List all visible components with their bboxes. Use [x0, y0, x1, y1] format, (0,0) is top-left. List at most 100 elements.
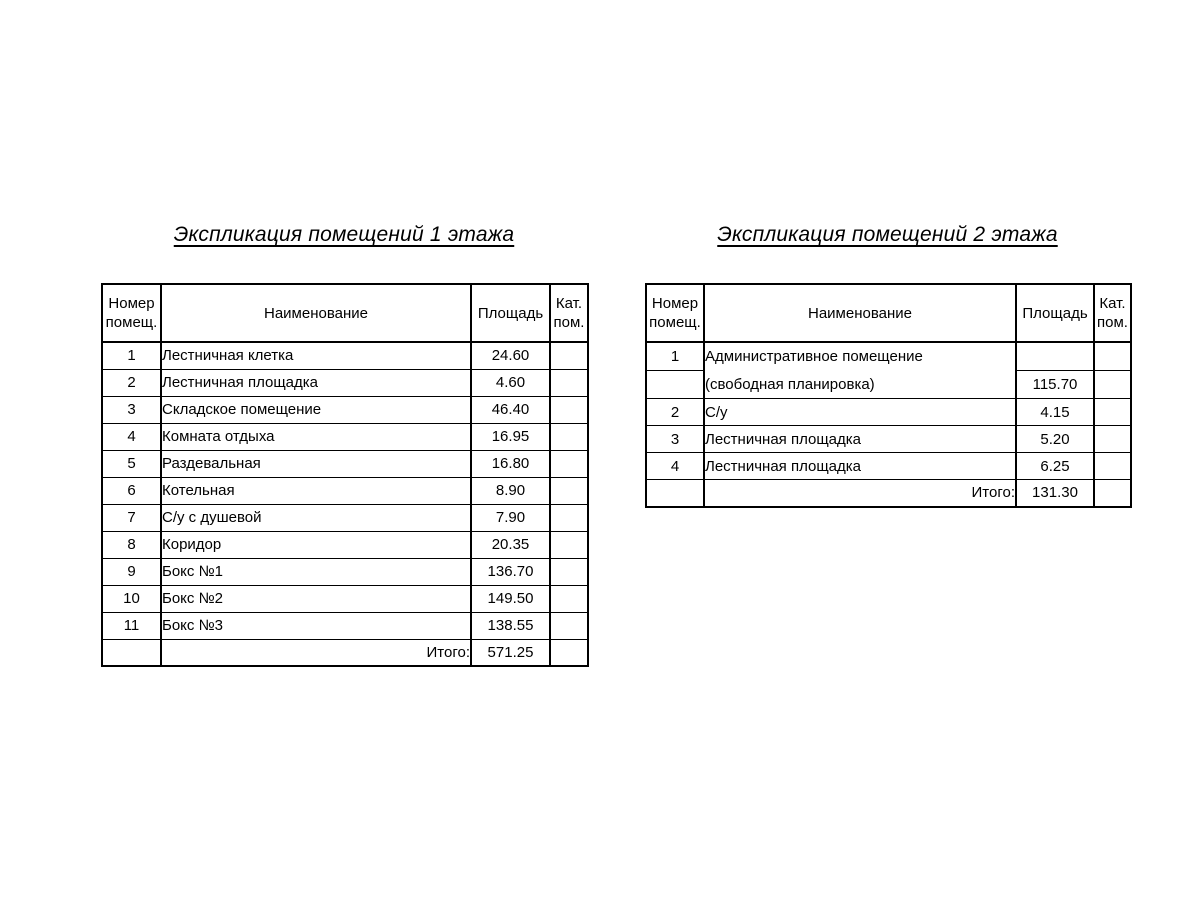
header-room-number: Номер помещ. — [101, 283, 162, 343]
table-row: 3 Складское помещение 46.40 — [101, 395, 589, 424]
header-row: Номер помещ. Наименование Площадь Кат. п… — [101, 283, 589, 343]
header-area: Площадь — [470, 283, 551, 343]
room-number-cell — [645, 369, 705, 400]
room-number-cell: 6 — [101, 476, 162, 505]
room-area-cell: 46.40 — [470, 395, 551, 424]
room-area-cell: 149.50 — [470, 584, 551, 613]
table-body: 1 Лестничная клетка 24.60 2 Лестничная п… — [101, 341, 589, 667]
room-category-cell — [1093, 452, 1132, 480]
room-area-cell: 20.35 — [470, 530, 551, 559]
room-category-cell — [1093, 341, 1132, 371]
table-row: 2 С/у 4.15 — [645, 398, 1132, 426]
room-area-cell — [1015, 341, 1095, 371]
room-area-cell: 24.60 — [470, 341, 551, 370]
header-room-name-label: Наименование — [264, 304, 368, 322]
total-value-cell: 131.30 — [1015, 479, 1095, 508]
room-area-cell: 16.80 — [470, 449, 551, 478]
table-row: 7 С/у с душевой 7.90 — [101, 503, 589, 532]
room-name-cell: Бокс №1 — [160, 557, 472, 586]
room-name-cell: Комната отдыха — [160, 422, 472, 451]
table-row: 6 Котельная 8.90 — [101, 476, 589, 505]
table-row: 8 Коридор 20.35 — [101, 530, 589, 559]
header-room-name-label: Наименование — [808, 304, 912, 322]
header-category: Кат. пом. — [549, 283, 589, 343]
room-number-cell: 7 — [101, 503, 162, 532]
room-number-cell: 11 — [101, 611, 162, 640]
room-number-cell: 3 — [645, 425, 705, 453]
table-row: 5 Раздевальная 16.80 — [101, 449, 589, 478]
header-room-name: Наименование — [703, 283, 1017, 343]
room-number-cell: 10 — [101, 584, 162, 613]
table-body: 1 Административное помещение (свободная … — [645, 341, 1132, 508]
room-category-cell — [549, 368, 589, 397]
table-row: 115.70 — [645, 369, 1132, 400]
room-number-cell: 2 — [645, 398, 705, 426]
header-area-label: Площадь — [1022, 304, 1088, 322]
room-number-cell: 1 — [645, 341, 705, 371]
total-empty-cell — [101, 638, 162, 667]
room-category-cell — [549, 341, 589, 370]
table-row: 3 Лестничная площадка 5.20 — [645, 425, 1132, 453]
room-number-cell: 3 — [101, 395, 162, 424]
total-label-cell: Итого: — [160, 638, 472, 667]
header-category-label: Кат. пом. — [553, 295, 585, 331]
room-category-cell — [549, 584, 589, 613]
table-row: 4 Лестничная площадка 6.25 — [645, 452, 1132, 480]
total-row: Итого: 131.30 — [645, 479, 1132, 508]
room-number-cell: 4 — [645, 452, 705, 480]
header-row: Номер помещ. Наименование Площадь Кат. п… — [645, 283, 1132, 343]
header-category: Кат. пом. — [1093, 283, 1132, 343]
room-name-cell: Складское помещение — [160, 395, 472, 424]
header-room-number-label: Номер помещ. — [105, 295, 158, 331]
room-area-cell: 4.60 — [470, 368, 551, 397]
room-name-cell: Котельная — [160, 476, 472, 505]
room-name-line-2: (свободная планировка) — [705, 375, 875, 393]
room-name-line-1: Административное помещение — [705, 348, 923, 365]
room-category-cell — [1093, 369, 1132, 400]
total-category-cell — [1093, 479, 1132, 508]
table-header: Номер помещ. Наименование Площадь Кат. п… — [101, 283, 589, 343]
room-area-cell: 136.70 — [470, 557, 551, 586]
room-category-cell — [549, 476, 589, 505]
room-name-cell: С/у с душевой — [160, 503, 472, 532]
room-category-cell — [549, 395, 589, 424]
room-area-cell: 4.15 — [1015, 398, 1095, 426]
room-category-cell — [1093, 398, 1132, 426]
table-row: 1 Лестничная клетка 24.60 — [101, 341, 589, 370]
room-name-cell: Бокс №2 — [160, 584, 472, 613]
room-category-cell — [549, 503, 589, 532]
room-area-cell: 7.90 — [470, 503, 551, 532]
room-name-cell: Лестничная площадка — [703, 425, 1017, 453]
header-area-label: Площадь — [477, 304, 544, 322]
room-name-cell: Раздевальная — [160, 449, 472, 478]
table-row: 4 Комната отдыха 16.95 — [101, 422, 589, 451]
room-name-cell-merged: Административное помещение (свободная пл… — [703, 341, 1017, 399]
room-number-cell: 8 — [101, 530, 162, 559]
room-area-cell: 6.25 — [1015, 452, 1095, 480]
room-area-cell: 5.20 — [1015, 425, 1095, 453]
room-number-cell: 1 — [101, 341, 162, 370]
table-row: 9 Бокс №1 136.70 — [101, 557, 589, 586]
room-name-cell: С/у — [703, 398, 1017, 426]
total-empty-cell — [645, 479, 705, 508]
room-area-cell: 8.90 — [470, 476, 551, 505]
header-category-label: Кат. пом. — [1097, 295, 1128, 331]
room-category-cell — [549, 422, 589, 451]
room-number-cell: 5 — [101, 449, 162, 478]
table-row: 10 Бокс №2 149.50 — [101, 584, 589, 613]
room-name-cell: Коридор — [160, 530, 472, 559]
total-value-cell: 571.25 — [470, 638, 551, 667]
floor2-explication-table: Номер помещ. Наименование Площадь Кат. п… — [645, 283, 1132, 508]
table-row: 11 Бокс №3 138.55 — [101, 611, 589, 640]
floor1-explication-table: Номер помещ. Наименование Площадь Кат. п… — [101, 283, 589, 667]
header-room-name: Наименование — [160, 283, 472, 343]
room-name-cell: Лестничная площадка — [703, 452, 1017, 480]
total-row: Итого: 571.25 — [101, 638, 589, 667]
floor1-table-title: Экспликация помещений 1 этажа — [173, 223, 515, 246]
header-area: Площадь — [1015, 283, 1095, 343]
room-category-cell — [549, 530, 589, 559]
room-number-cell: 4 — [101, 422, 162, 451]
floor2-table-title: Экспликация помещений 2 этажа — [717, 223, 1058, 246]
room-number-cell: 9 — [101, 557, 162, 586]
